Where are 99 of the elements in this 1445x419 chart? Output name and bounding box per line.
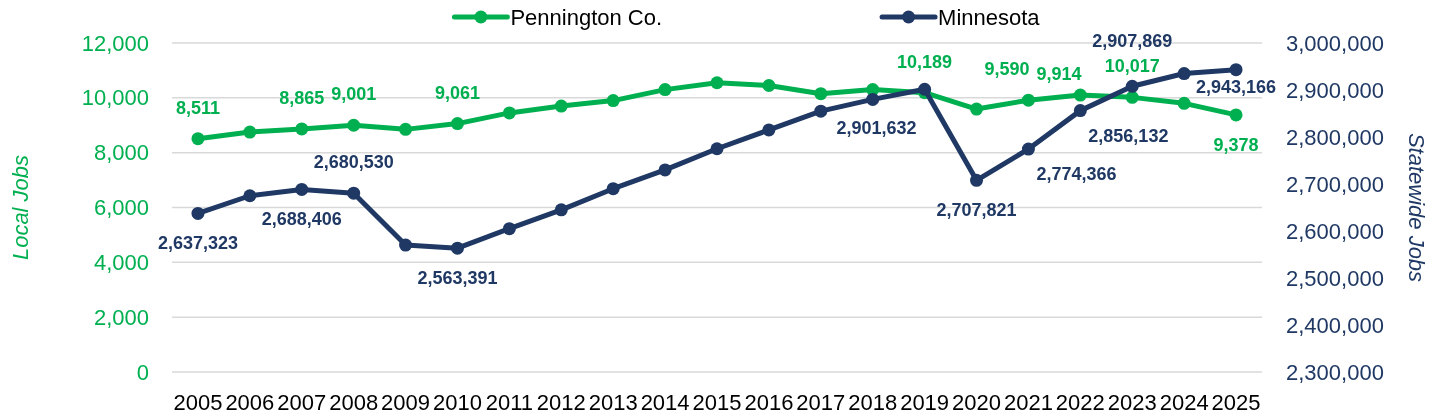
point (554, 203, 568, 217)
point (1229, 63, 1243, 77)
y-tick-label: 12,000 (81, 30, 149, 56)
point (606, 94, 620, 108)
point (658, 163, 672, 177)
y2-tick-label: 2,600,000 (1286, 218, 1384, 244)
point (347, 118, 361, 132)
data-label: 2,707,821 (936, 200, 1017, 221)
legend-label: Minnesota (938, 4, 1041, 30)
point (295, 122, 309, 136)
x-tick-label: 2016 (744, 389, 794, 415)
data-label: 10,017 (1104, 56, 1160, 77)
x-tick-label: 2010 (433, 389, 482, 415)
point (710, 76, 724, 90)
data-label: 2,637,323 (157, 233, 238, 254)
data-label: 2,688,406 (261, 209, 342, 230)
x-tick-label: 2008 (329, 389, 379, 415)
y-tick-label: 10,000 (81, 85, 149, 111)
point (191, 206, 205, 220)
point (554, 99, 568, 113)
point (1177, 96, 1191, 110)
data-label: 2,907,869 (1092, 31, 1173, 52)
data-label: 2,856,132 (1088, 125, 1169, 146)
point (450, 117, 464, 131)
y-tick-label: 0 (136, 359, 149, 385)
data-label: 9,061 (434, 82, 480, 103)
x-tick-label: 2006 (225, 389, 275, 415)
y2-tick-label: 2,900,000 (1286, 77, 1384, 103)
point (814, 87, 828, 101)
x-tick-label: 2015 (692, 389, 742, 415)
point (502, 106, 516, 120)
x-tick-label: 2024 (1159, 389, 1209, 415)
x-tick-label: 2012 (536, 389, 586, 415)
data-label: 2,680,530 (313, 152, 394, 173)
x-tick-label: 2007 (277, 389, 327, 415)
point (814, 104, 828, 118)
point (762, 79, 776, 92)
point (606, 182, 620, 196)
point (866, 92, 880, 106)
y-tick-label: 6,000 (93, 195, 149, 221)
x-tick-label: 2020 (952, 389, 1001, 415)
point (1073, 104, 1087, 118)
point (1021, 93, 1035, 107)
data-label: 9,590 (984, 59, 1030, 80)
data-label: 10,189 (897, 51, 953, 72)
point (710, 142, 724, 156)
x-tick-label: 2014 (640, 389, 690, 415)
point (295, 182, 309, 196)
point (191, 132, 205, 146)
x-tick-label: 2019 (900, 389, 950, 415)
data-label: 8,865 (279, 87, 325, 108)
y2-axis-title: Statewide Jobs (1404, 132, 1429, 283)
y2-tick-label: 2,300,000 (1286, 359, 1384, 385)
x-tick-label: 2013 (588, 389, 638, 415)
x-tick-label: 2021 (1003, 389, 1053, 415)
data-label: 9,914 (1036, 64, 1082, 85)
point (918, 82, 932, 96)
point (658, 83, 672, 97)
x-tick-label: 2011 (485, 389, 534, 415)
x-tick-label: 2009 (381, 389, 431, 415)
y2-tick-label: 2,400,000 (1286, 312, 1384, 338)
point (399, 122, 413, 136)
x-tick-label: 2023 (1107, 389, 1157, 415)
legend-label: Pennington Co. (510, 4, 663, 30)
y-tick-label: 4,000 (93, 249, 149, 275)
point (970, 102, 984, 116)
data-label: 9,001 (331, 84, 377, 105)
point (399, 238, 413, 252)
data-label: 9,378 (1213, 134, 1259, 155)
point (970, 173, 984, 187)
data-label: 8,511 (175, 97, 220, 118)
point (762, 123, 776, 137)
point (1021, 142, 1035, 156)
point (347, 186, 361, 200)
x-tick-label: 2025 (1211, 389, 1261, 415)
point (243, 125, 257, 139)
y-axis-title: Local Jobs (8, 154, 33, 261)
x-tick-label: 2018 (848, 389, 898, 415)
y-tick-label: 2,000 (93, 304, 149, 330)
x-tick-label: 2005 (173, 389, 223, 415)
point (450, 241, 464, 255)
point (502, 222, 516, 236)
y2-tick-label: 2,500,000 (1286, 265, 1384, 291)
data-label: 2,563,391 (417, 268, 498, 289)
point (1125, 79, 1139, 93)
data-label: 2,774,366 (1036, 164, 1117, 185)
data-label: 2,901,632 (836, 118, 917, 139)
data-label: 2,943,166 (1196, 76, 1277, 97)
y2-tick-label: 2,800,000 (1286, 124, 1384, 150)
y2-tick-label: 3,000,000 (1286, 30, 1384, 56)
x-tick-label: 2022 (1055, 389, 1105, 415)
point (243, 189, 257, 203)
point (1177, 67, 1191, 81)
y2-tick-label: 2,700,000 (1286, 171, 1384, 197)
point (1125, 90, 1139, 104)
point (1229, 108, 1243, 122)
x-tick-label: 2017 (796, 389, 846, 415)
y-tick-label: 8,000 (93, 140, 149, 166)
point (1073, 88, 1087, 102)
